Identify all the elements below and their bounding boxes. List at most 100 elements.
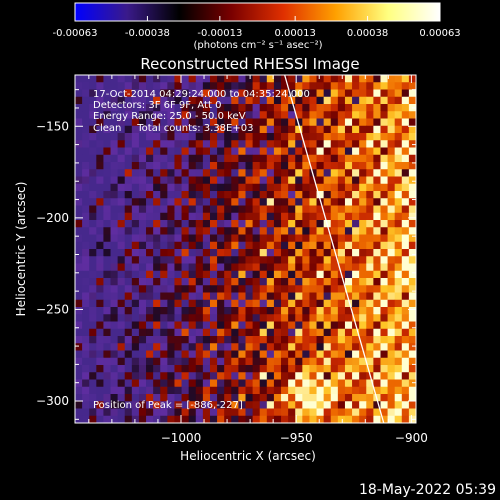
heatmap-cell [302,372,310,380]
heatmap-cell [89,285,97,293]
heatmap-cell [330,212,339,221]
heatmap-cell [245,307,254,315]
heatmap-cell [359,191,367,199]
heatmap-cell [309,321,317,330]
heatmap-cell [75,118,83,127]
heatmap-cell [344,321,353,330]
heatmap-cell [195,154,204,163]
heatmap-cell [252,241,261,250]
heatmap-cell [82,415,90,423]
heatmap-cell [224,183,232,192]
heatmap-cell [96,89,104,98]
heatmap-cell [408,249,416,257]
heatmap-cell [373,140,381,148]
heatmap-cell [188,241,197,250]
heatmap-cell [252,285,261,293]
heatmap-cell [359,82,367,90]
heatmap-cell [103,96,111,105]
heatmap-cell [259,278,268,286]
heatmap-cell [288,89,296,98]
heatmap-cell [252,118,261,127]
heatmap-cell [295,191,303,199]
heatmap-cell [288,133,296,141]
heatmap-cell [394,140,403,148]
heatmap-cell [344,111,353,119]
heatmap-cell [195,169,204,177]
heatmap-cell [337,75,346,83]
heatmap-cell [209,234,218,243]
heatmap-cell [302,89,310,98]
heatmap-cell [224,198,232,206]
heatmap-cell [323,96,332,105]
heatmap-cell [309,162,317,170]
heatmap-cell [103,321,111,330]
heatmap-cell [146,328,154,337]
heatmap-cell [408,299,416,308]
heatmap-cell [266,350,275,359]
heatmap-cell [131,104,140,112]
heatmap-cell [394,75,403,83]
heatmap-cell [138,328,147,337]
heatmap-cell [131,241,140,250]
heatmap-cell [281,372,289,380]
heatmap-cell [231,220,239,228]
heatmap-cell [153,307,161,315]
heatmap-cell [366,350,374,359]
heatmap-cell [401,169,410,177]
heatmap-cell [281,256,289,264]
heatmap-cell [252,111,261,119]
heatmap-cell [245,278,254,286]
annotation-clean-counts: Clean Total counts: 3.38E+03 [93,123,253,134]
heatmap-cell [273,415,282,423]
heatmap-cell [245,394,254,402]
heatmap-cell [167,336,175,344]
heatmap-cell [82,220,90,228]
heatmap-cell [138,111,147,119]
heatmap-cell [295,321,303,330]
heatmap-cell [103,191,111,199]
heatmap-cell [181,212,190,221]
heatmap-cell [259,408,268,417]
heatmap-cell [352,386,360,395]
heatmap-cell [75,285,83,293]
heatmap-cell [344,118,353,127]
heatmap-cell [238,321,246,330]
heatmap-cell [288,328,296,337]
heatmap-cell [373,75,381,83]
heatmap-cell [110,82,119,90]
heatmap-cell [202,205,211,214]
heatmap-cell [387,220,396,228]
heatmap-cell [245,299,254,308]
heatmap-cell [330,183,339,192]
heatmap-cell [259,140,268,148]
heatmap-cell [75,125,83,134]
heatmap-cell [117,270,126,279]
heatmap-cell [309,198,317,206]
heatmap-cell [167,162,175,170]
heatmap-cell [167,350,175,359]
heatmap-cell [82,350,90,359]
heatmap-cell [231,285,239,293]
heatmap-cell [309,365,317,373]
heatmap-cell [202,154,211,163]
heatmap-cell [408,321,416,330]
heatmap-cell [188,183,197,192]
heatmap-cell [82,82,90,90]
heatmap-cell [188,96,197,105]
heatmap-cell [238,401,246,409]
heatmap-cell [394,307,403,315]
heatmap-cell [387,263,396,272]
heatmap-cell [366,125,374,134]
heatmap-cell [117,154,126,163]
heatmap-cell [209,220,218,228]
heatmap-cell [352,234,360,243]
heatmap-cell [387,241,396,250]
heatmap-cell [359,183,367,192]
heatmap-cell [266,96,275,105]
heatmap-cell [160,241,168,250]
heatmap-cell [245,176,254,185]
heatmap-cell [288,343,296,351]
heatmap-cell [366,140,374,148]
heatmap-cell [131,314,140,322]
heatmap-cell [131,415,140,423]
